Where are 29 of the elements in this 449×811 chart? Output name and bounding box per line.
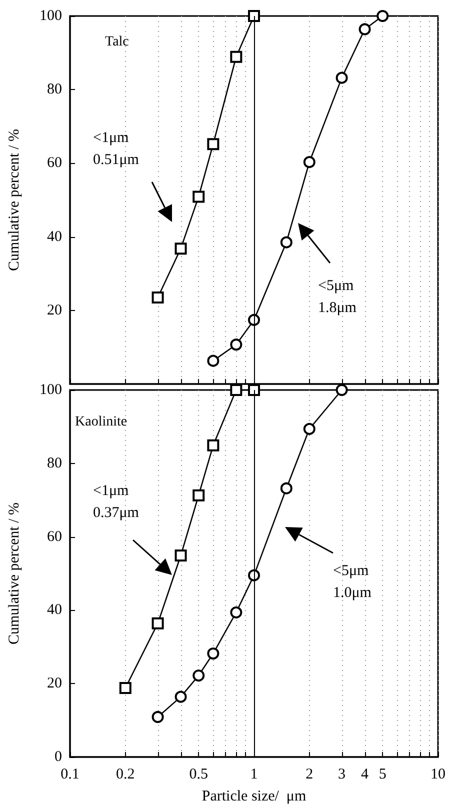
text: Talc [105,34,129,50]
annotation: <1μm 0.51μm [93,130,140,168]
x-tick-label: 0.2 [116,766,135,782]
y-tick-label: 100 [40,382,62,398]
y-axis-title: Cumulative percent / % [6,128,22,272]
x-tick-label: 1 [250,766,258,782]
y-tick-label: 100 [40,8,62,24]
x-tick-label: 0.5 [189,766,208,782]
y-tick-label: 60 [47,155,62,172]
y-tick-label: 40 [47,228,62,245]
y-tick-label: 0 [54,749,62,765]
x-tick-label: 10 [430,766,446,782]
x-axis-title: Particle size/ μm [202,788,306,804]
y-tick-label: 80 [47,82,62,98]
x-tick-label: 4 [361,766,370,782]
y-tick-label: 20 [47,676,62,692]
y-tick-label: 40 [47,602,62,618]
text: Kaolinite [75,414,128,430]
x-tick-label: 2 [306,766,314,782]
x-tick-label: 5 [378,766,386,782]
y-tick-label: 60 [47,528,62,545]
annotation: <5μm 1.0μm [333,563,372,601]
y-tick-label: 20 [47,302,62,318]
annotation: <1μm 0.37μm [93,483,140,521]
y-tick-label: 80 [47,455,62,472]
annotation: <5μm 1.8μm [318,278,357,316]
x-tick-label: 3 [338,766,346,782]
y-axis-title: Cumulative percent / % [6,502,22,645]
x-tick-label: 0.1 [60,766,80,782]
